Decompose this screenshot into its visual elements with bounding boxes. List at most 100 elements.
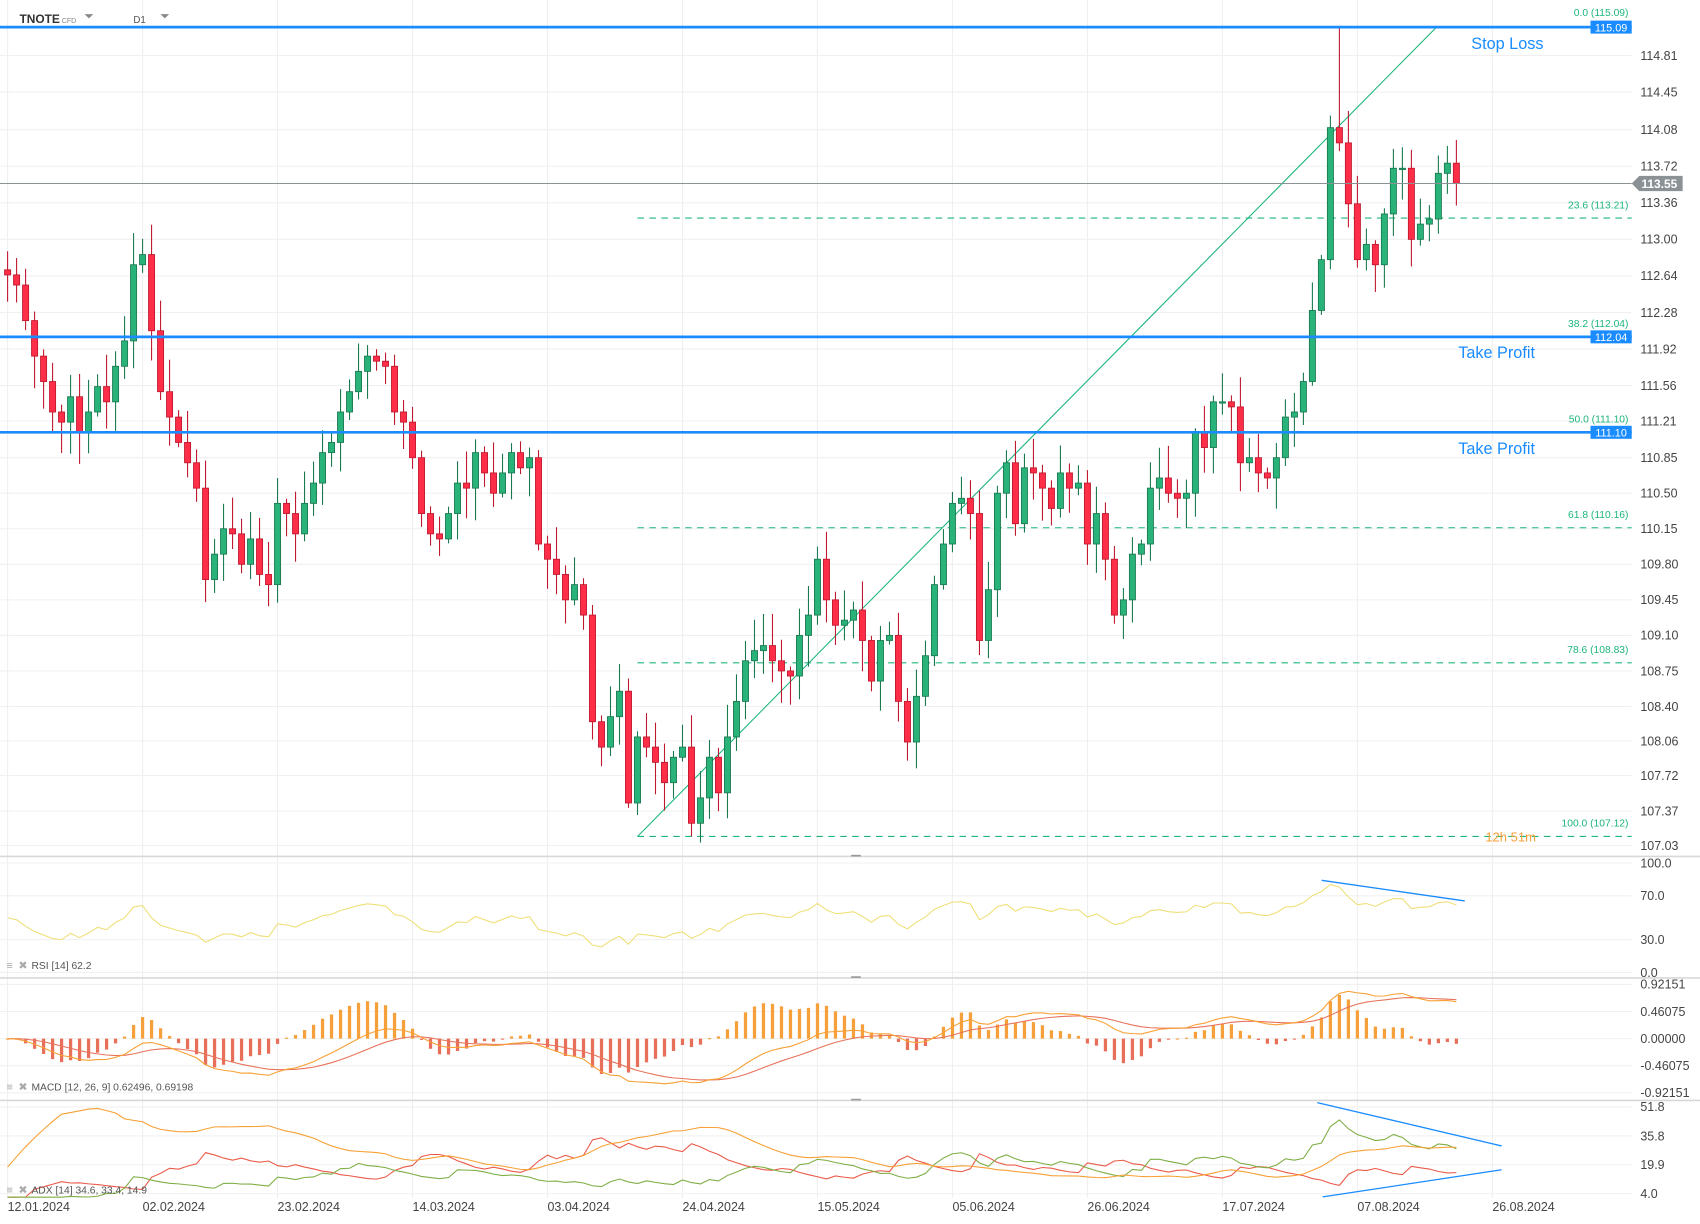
current-price-label: 113.55 [1641, 177, 1677, 191]
symbol-selector[interactable]: TNOTE CFD [20, 12, 94, 26]
candle-body [885, 634, 893, 641]
price-levels[interactable]: 113.55 115.09 Stop Loss 112.04 Take Profit 11… [0, 20, 1683, 459]
candle-body [1317, 259, 1325, 311]
fib-level-label: 78.6 (108.83) [1567, 645, 1628, 656]
candle-body [679, 746, 686, 758]
macd-histogram-bar [248, 1038, 253, 1057]
price-axis-label: 114.08 [1640, 123, 1677, 137]
candle [850, 601, 857, 639]
price-axis-label: 107.03 [1640, 839, 1678, 853]
rsi-divergence-trendline[interactable] [1321, 879, 1465, 902]
candle-body [787, 670, 794, 677]
macd-histogram-bar [1184, 1037, 1189, 1039]
macd-histogram-bar [635, 1038, 640, 1068]
macd-histogram-bar [959, 1012, 964, 1039]
candle-body [157, 330, 165, 393]
close-icon[interactable]: ✖ [18, 1185, 27, 1197]
adx-trendline-upper[interactable] [1317, 1101, 1502, 1147]
macd-histogram-bar [1022, 1021, 1027, 1039]
candle-body [13, 274, 21, 286]
candle [1128, 537, 1136, 623]
candle [499, 453, 506, 498]
candle-body [670, 756, 677, 784]
candle-body [130, 264, 138, 342]
candle [409, 406, 417, 469]
macd-histogram-bar [473, 1038, 478, 1044]
candle [1371, 240, 1379, 292]
candle-body [823, 558, 830, 601]
candle [445, 506, 452, 544]
macd-histogram-bar [1274, 1038, 1279, 1045]
candle [211, 538, 219, 593]
candle [706, 739, 713, 819]
menu-icon[interactable]: ≡ [7, 1185, 13, 1197]
adx-axis-label: 19.9 [1640, 1158, 1664, 1172]
macd-histogram-bar [581, 1038, 586, 1058]
macd-histogram-bar [1013, 1023, 1018, 1039]
candle-body [229, 528, 237, 535]
candle-body [894, 634, 902, 702]
close-icon[interactable]: ✖ [18, 1082, 27, 1094]
date-label: 15.05.2024 [817, 1200, 879, 1214]
candle [202, 460, 210, 603]
menu-icon[interactable]: ≡ [7, 1082, 13, 1094]
candle [921, 640, 929, 706]
candle-body [841, 619, 848, 626]
candle-body [1272, 457, 1280, 479]
macd-histogram-bar [1427, 1038, 1432, 1045]
candle-body [1335, 127, 1343, 144]
macd-name: MACD [31, 1083, 61, 1094]
date-label: 24.04.2024 [682, 1200, 744, 1214]
adx-name: ADX [31, 1186, 52, 1197]
candle [894, 612, 902, 722]
macd-histogram-bar [1058, 1031, 1063, 1039]
candle [670, 751, 677, 799]
fib-level-label: 100.0 (107.12) [1562, 819, 1629, 830]
adx-params: [14] [55, 1186, 72, 1197]
candle-body [912, 695, 920, 743]
candle-body [1452, 162, 1460, 184]
candle-body [760, 645, 767, 652]
candle [544, 535, 551, 589]
rsi-line [7, 883, 1457, 948]
candle-body [1227, 401, 1235, 408]
candle-body [94, 386, 102, 413]
adx-trendline-lower[interactable] [1322, 1169, 1502, 1198]
candle [814, 546, 821, 625]
macd-histogram-bar [311, 1024, 316, 1039]
candle [643, 713, 650, 758]
candle-body [1011, 462, 1019, 525]
candle [463, 451, 470, 519]
macd-histogram-bar [896, 1038, 901, 1043]
close-icon[interactable]: ✖ [18, 960, 27, 972]
resize-handle[interactable] [851, 854, 861, 857]
macd-histogram-bar [626, 1038, 631, 1073]
candle-body [1056, 472, 1064, 509]
fibonacci-retracement[interactable]: 0.0 (115.09) 23.6 (113.21) 38.2 (112.04) 50… [637, 8, 1632, 838]
resize-handle[interactable] [851, 1098, 861, 1101]
candle [364, 345, 372, 399]
resize-handle[interactable] [851, 976, 861, 978]
macd-histogram-bar [734, 1021, 739, 1039]
candle [112, 351, 120, 431]
fib-level-label: 61.8 (110.16) [1568, 510, 1628, 521]
macd-signal-line [7, 996, 1457, 1081]
candle [535, 450, 542, 551]
candle-body [598, 721, 605, 748]
macd-histogram-bar [338, 1009, 343, 1039]
candle-body [193, 462, 201, 489]
take-profit-label: Take Profit [1458, 344, 1535, 362]
candle [58, 404, 66, 454]
menu-icon[interactable]: ≡ [7, 960, 13, 972]
candle-body [112, 365, 120, 403]
macd-histogram-bar [149, 1020, 154, 1039]
candle-body [634, 736, 641, 804]
date-label: 02.02.2024 [143, 1200, 205, 1214]
candle-body [903, 700, 911, 743]
candle [139, 238, 147, 273]
level-price-tag [1590, 425, 1632, 439]
date-label: 05.06.2024 [952, 1200, 1014, 1214]
candle [607, 686, 614, 757]
timeframe-selector[interactable]: D1 [133, 14, 170, 26]
